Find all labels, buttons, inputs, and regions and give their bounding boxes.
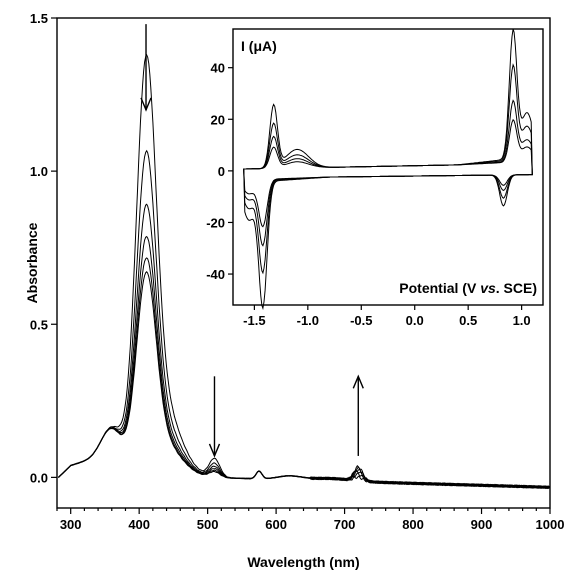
inset-x-tick-label: 1.0 (513, 313, 531, 328)
inset-y-tick-label: 20 (211, 112, 225, 127)
x-tick-label: 500 (197, 517, 219, 532)
y-tick-label: 1.5 (30, 11, 48, 26)
y-tick-label: 1.0 (30, 164, 48, 179)
main-curves (58, 53, 550, 490)
inset-x-axis-title-part: . SCE) (496, 280, 537, 296)
x-tick-label: 300 (60, 517, 82, 532)
inset-x-tick-label: 0.5 (459, 313, 477, 328)
x-tick-label: 900 (471, 517, 493, 532)
inset-y-tick-label: 0 (218, 164, 225, 179)
x-tick-label: 600 (265, 517, 287, 532)
y-tick-label: 0.5 (30, 317, 48, 332)
arrow-up-720 (352, 374, 364, 456)
inset-x-axis-title-part: Potential (V (399, 280, 480, 296)
inset-axes: -1.5 -1.0 -0.5 0.0 0.5 1.0 -40 -20 0 20 40 I (μA) Po… (206, 28, 544, 328)
inset-frame (232, 28, 544, 306)
inset-y-tick-label: -40 (206, 267, 225, 282)
main-axes: 300 400 500 600 700 800 900 10000.00.51.01.5Wav… (24, 11, 564, 570)
inset-x-tick-label: -1.0 (297, 313, 319, 328)
inset-x-axis-title-part: vs (480, 280, 496, 296)
cv-series-4 (243, 118, 533, 228)
y-axis-title: Absorbance (24, 222, 40, 303)
spectrum-series-6 (58, 271, 550, 490)
x-tick-label: 800 (402, 517, 424, 532)
x-tick-label: 700 (334, 517, 356, 532)
inset-x-tick-label: -1.5 (243, 313, 265, 328)
main-arrows (140, 24, 364, 458)
x-axis-title: Wavelength (nm) (247, 554, 359, 570)
inset-x-axis-title: Potential (V vs. SCE) (399, 280, 537, 296)
x-tick-label: 1000 (536, 517, 565, 532)
arrow-down-510 (208, 376, 221, 458)
inset-y-axis-title: I (μA) (241, 38, 277, 54)
x-tick-label: 400 (128, 517, 150, 532)
inset-background (233, 29, 543, 305)
inset-y-tick-label: -20 (206, 215, 225, 230)
inset-x-tick-label: -0.5 (350, 313, 372, 328)
inset-y-tick-label: 40 (211, 61, 225, 76)
inset-x-tick-label: 0.0 (406, 313, 424, 328)
cv-inset: -1.5 -1.0 -0.5 0.0 0.5 1.0 -40 -20 0 20 40 I (μA) Po… (206, 28, 544, 328)
inset-curves (243, 28, 533, 311)
y-tick-label: 0.0 (30, 470, 48, 485)
arrow-down-410 (140, 24, 152, 112)
